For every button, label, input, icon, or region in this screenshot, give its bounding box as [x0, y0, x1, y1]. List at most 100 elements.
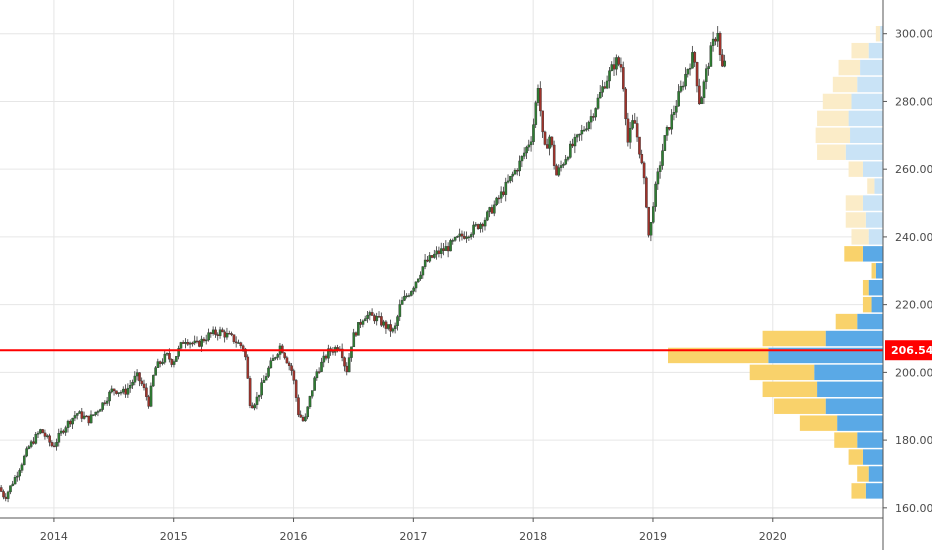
candle-body	[78, 411, 81, 414]
volume-bar-buy	[874, 178, 883, 194]
candle-body	[6, 491, 10, 499]
candle-body	[101, 402, 104, 410]
candle-body	[57, 433, 61, 443]
candle-body	[566, 157, 570, 160]
candle-body	[557, 167, 561, 176]
candle-body	[658, 165, 662, 172]
candle-body	[691, 52, 694, 69]
candle-body	[193, 340, 197, 344]
candle-body	[301, 417, 305, 422]
candle-body	[71, 417, 74, 425]
candle-body	[479, 223, 482, 229]
candle-body	[175, 356, 178, 362]
candle-body	[527, 144, 531, 148]
candle-body	[75, 413, 79, 416]
grid-lines	[0, 0, 883, 518]
candle-body	[516, 170, 519, 172]
candle-body	[467, 236, 471, 239]
volume-bar-buy	[868, 466, 883, 482]
candle-body	[419, 274, 422, 280]
candle-body	[532, 124, 535, 142]
candle-body	[294, 380, 298, 398]
volume-bar-sell	[867, 178, 875, 194]
candle-body	[721, 54, 724, 67]
x-axis-labels: 2014 2015 2016 2017 2018 2019 2020	[40, 530, 787, 543]
candle-body	[640, 154, 644, 164]
y-tick-label: 300.00	[895, 28, 932, 41]
candle-body	[119, 391, 123, 394]
candle-body	[39, 429, 42, 434]
candle-body	[564, 159, 568, 165]
candle-body	[73, 415, 77, 419]
candle-body	[82, 415, 86, 419]
volume-bar-sell	[822, 93, 852, 110]
candle-body	[541, 110, 545, 133]
volume-bar-sell	[851, 483, 866, 499]
volume-bar-sell	[749, 364, 815, 381]
candle-body	[149, 385, 153, 407]
volume-bar-sell	[834, 432, 858, 448]
candle-body	[108, 391, 111, 402]
candle-body	[688, 67, 692, 70]
candle-body	[589, 116, 593, 123]
volume-bar-buy	[814, 364, 883, 381]
candle-body	[223, 331, 227, 338]
candle-body	[654, 183, 657, 207]
candle-body	[433, 253, 436, 258]
candle-body	[133, 375, 137, 383]
volume-bar-sell	[844, 246, 863, 262]
candle-body	[188, 342, 192, 345]
candle-body	[320, 361, 323, 372]
candle-body	[693, 52, 697, 63]
candle-body	[472, 224, 475, 235]
candle-body	[317, 371, 321, 373]
candle-body	[552, 144, 556, 166]
candle-body	[138, 372, 141, 382]
candle-body	[211, 329, 215, 334]
candle-body	[435, 250, 439, 255]
candle-body	[707, 66, 710, 69]
candle-body	[622, 67, 625, 90]
candle-body	[656, 171, 660, 185]
volume-bar-sell	[862, 279, 869, 296]
current-price-tag[interactable]: 206.54	[885, 340, 932, 361]
candle-body	[239, 342, 243, 347]
candle-body	[714, 38, 717, 42]
candle-body	[350, 346, 353, 358]
candle-body	[52, 445, 56, 448]
candle-body	[198, 340, 201, 347]
volume-bar-buy	[862, 195, 883, 211]
price-tag-label: 206.54	[891, 344, 932, 357]
candle-body	[474, 224, 478, 226]
candle-body	[347, 357, 351, 373]
axes	[0, 0, 887, 550]
candle-body	[105, 400, 109, 404]
candle-body	[258, 394, 261, 398]
candle-body	[711, 38, 715, 46]
volume-bar-sell	[774, 398, 826, 414]
candle-body	[389, 324, 392, 332]
candle-body	[681, 85, 685, 88]
candle-body	[603, 86, 607, 89]
candle-body	[387, 324, 390, 329]
candle-body	[605, 80, 609, 89]
candle-body	[274, 357, 277, 359]
volume-bar-sell	[832, 76, 858, 93]
candle-body	[440, 248, 443, 254]
candle-body	[276, 354, 280, 358]
candle-body	[4, 496, 8, 499]
candle-body	[96, 411, 100, 413]
x-tick-label: 2017	[399, 530, 427, 543]
candle-body	[430, 255, 434, 258]
candle-body	[384, 321, 388, 329]
candle-body	[368, 312, 372, 316]
candle-body	[156, 361, 160, 368]
candle-body	[0, 487, 3, 492]
candle-body	[366, 314, 369, 319]
x-tick-label: 2019	[639, 530, 667, 543]
candle-body	[99, 409, 102, 412]
candle-body	[200, 338, 204, 347]
candle-body	[340, 348, 344, 358]
candle-body	[645, 177, 648, 208]
